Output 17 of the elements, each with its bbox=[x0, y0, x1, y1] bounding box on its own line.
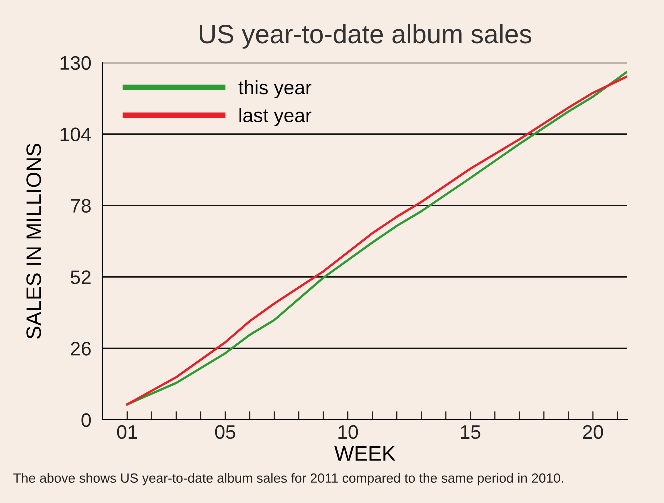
y-axis-title: SALES IN MILLIONS bbox=[26, 144, 42, 339]
text: The above shows US year-to-date album sales for 2011 compared to the same period in 2010. bbox=[14, 473, 564, 486]
y-tick-label: 104 bbox=[60, 128, 92, 142]
x-tick-label: 20 bbox=[583, 425, 604, 440]
x-tick-label: 15 bbox=[461, 426, 481, 440]
x-tick-label: 01 bbox=[117, 425, 138, 440]
y-tick-label: 130 bbox=[60, 56, 92, 70]
x-axis-title: WEEK bbox=[334, 446, 396, 461]
y-tick-label: 26 bbox=[71, 342, 91, 356]
legend-label: last year bbox=[240, 108, 312, 126]
chart-title: US year-to-date album sales bbox=[200, 24, 532, 49]
x-tick-label: 10 bbox=[338, 425, 358, 440]
legend-label: this year bbox=[238, 80, 312, 98]
y-tick-label: 0 bbox=[82, 413, 92, 428]
y-tick-label: 78 bbox=[71, 199, 91, 213]
y-tick-label: 52 bbox=[70, 270, 91, 284]
x-tick-label: 05 bbox=[215, 425, 236, 440]
